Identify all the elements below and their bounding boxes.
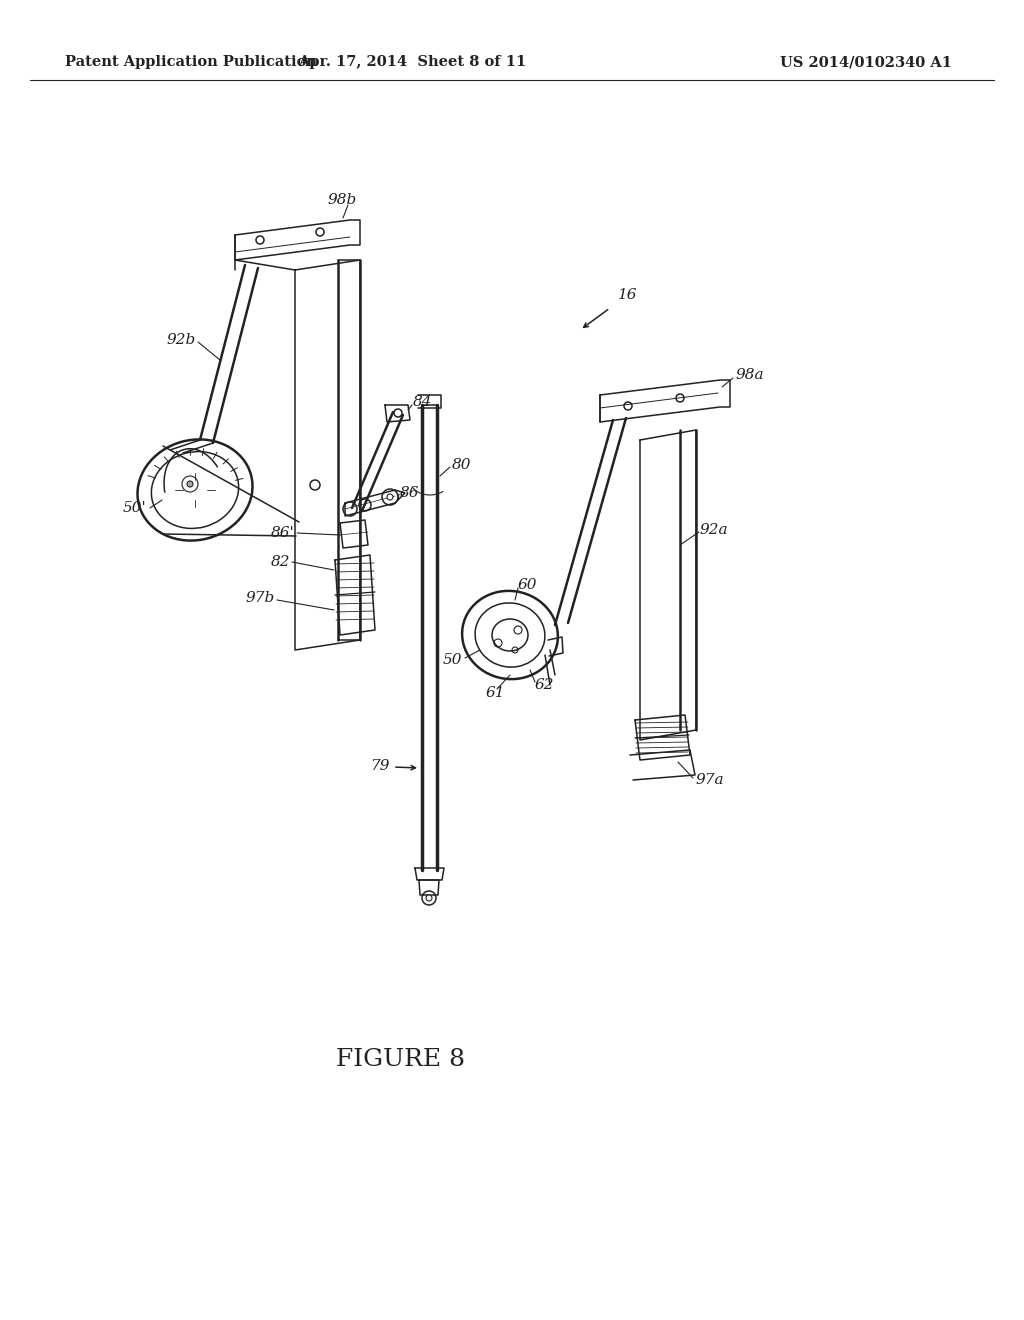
Circle shape <box>426 895 432 902</box>
Text: FIGURE 8: FIGURE 8 <box>336 1048 465 1072</box>
Text: 50: 50 <box>442 653 462 667</box>
Text: 16: 16 <box>618 288 638 302</box>
Text: 82: 82 <box>270 554 290 569</box>
Text: 62: 62 <box>535 678 555 692</box>
Text: 61: 61 <box>485 686 505 700</box>
Text: 97b: 97b <box>246 591 275 605</box>
Text: 60: 60 <box>518 578 538 591</box>
Text: 97a: 97a <box>695 774 724 787</box>
Text: 86': 86' <box>271 525 295 540</box>
Text: Apr. 17, 2014  Sheet 8 of 11: Apr. 17, 2014 Sheet 8 of 11 <box>298 55 526 69</box>
Text: 92a: 92a <box>700 523 729 537</box>
Circle shape <box>187 480 193 487</box>
Text: 98b: 98b <box>328 193 356 207</box>
Text: 86: 86 <box>400 486 420 500</box>
Text: 98a: 98a <box>735 368 764 381</box>
Circle shape <box>387 494 393 500</box>
Text: Patent Application Publication: Patent Application Publication <box>65 55 317 69</box>
Text: 92b: 92b <box>167 333 196 347</box>
Text: US 2014/0102340 A1: US 2014/0102340 A1 <box>780 55 952 69</box>
Text: 84: 84 <box>413 395 432 409</box>
Text: 50': 50' <box>123 502 146 515</box>
Text: 79: 79 <box>371 759 390 774</box>
Text: 80: 80 <box>452 458 471 473</box>
